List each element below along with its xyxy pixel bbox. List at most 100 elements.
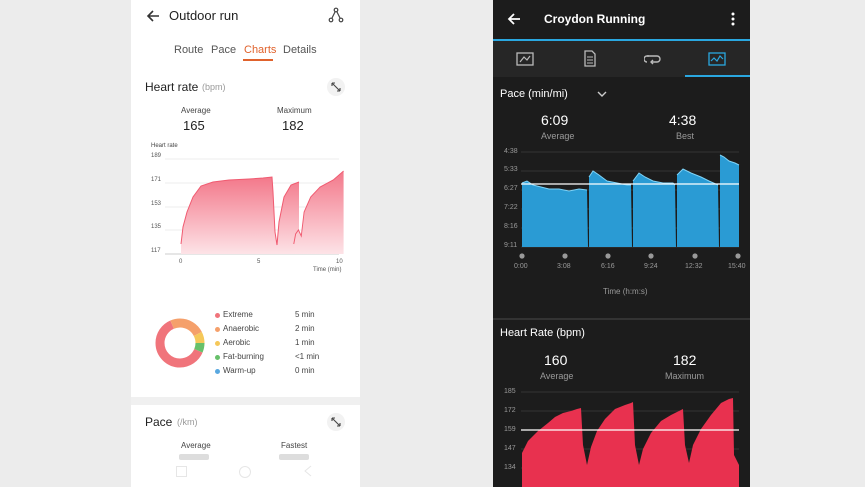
y-tick-label: 6:27 (504, 185, 518, 192)
back-arrow-icon[interactable] (145, 8, 161, 24)
pace-title: Pace (min/mi) (500, 88, 568, 100)
expand-icon (331, 82, 341, 92)
expand-button[interactable] (327, 78, 345, 96)
tab-route[interactable]: Route (174, 44, 204, 56)
y-tick-label: 7:22 (504, 204, 518, 211)
pace-average-value: 6:09 (541, 112, 569, 128)
x-tick-label: 0 (179, 259, 183, 265)
x-tick-label: 9:24 (644, 263, 658, 270)
hr-average-value: 160 (544, 352, 568, 368)
x-axis-unit: Time (min) (313, 267, 342, 273)
hr-average-value: 165 (183, 118, 205, 133)
zone-donut-chart (155, 318, 205, 368)
garmin-connect-screen: Croydon Running Pace (min/mi) 6:09 Avera… (493, 0, 750, 487)
heart-rate-area (165, 158, 344, 255)
heart-rate-chart: 185 172 159 147 134 (493, 385, 750, 487)
x-tick-label: 0:00 (514, 263, 528, 270)
pace-expand-button[interactable] (327, 413, 345, 431)
legend-swatch (215, 369, 220, 374)
app-bar-divider (493, 39, 750, 41)
tab-charts[interactable]: Charts (244, 44, 277, 56)
tab-map-icon[interactable] (516, 52, 534, 66)
y-tick-label: 5:33 (504, 166, 518, 173)
pace-best-label: Best (676, 131, 695, 141)
zone-value: 5 min (295, 310, 315, 319)
zone-value: 2 min (295, 324, 315, 333)
legend-swatch (215, 341, 220, 346)
more-options-icon[interactable] (730, 11, 736, 27)
donut-segment-extreme (155, 318, 205, 368)
tab-laps-icon[interactable] (644, 52, 662, 66)
zone-value: 1 min (295, 338, 315, 347)
zone-name: Fat-burning (223, 352, 264, 361)
legend-swatch (215, 313, 220, 318)
tab-pace[interactable]: Pace (211, 44, 237, 56)
nav-home-icon[interactable] (239, 466, 251, 478)
chevron-down-icon[interactable] (597, 90, 607, 98)
pace-average-label: Average (541, 131, 575, 141)
nav-back-icon[interactable] (303, 465, 313, 477)
pace-fastest-value-obscured (279, 454, 309, 460)
legend-swatch (215, 355, 220, 360)
tab-bar (493, 41, 750, 77)
heart-rate-unit: (bpm) (202, 82, 226, 92)
app-bar (493, 0, 750, 39)
active-tab-indicator (243, 59, 273, 61)
zone-name: Extreme (223, 310, 253, 319)
zone-name: Aerobic (223, 338, 251, 347)
tab-stats-icon[interactable] (583, 50, 597, 67)
zone-value: 0 min (295, 366, 315, 375)
tab-details[interactable]: Details (283, 44, 317, 56)
hr-maximum-label: Maximum (665, 371, 705, 381)
hr-average-label: Average (540, 371, 574, 381)
pace-area (519, 151, 741, 259)
y-tick-label: 9:11 (504, 242, 518, 249)
zone-name: Anaerobic (223, 324, 260, 333)
x-tick-label: 12:32 (685, 263, 703, 270)
heart-rate-title: Heart Rate (bpm) (500, 327, 585, 339)
active-tab-indicator (685, 75, 750, 77)
pace-fastest-label: Fastest (281, 441, 308, 450)
y-tick-label: 134 (504, 464, 516, 471)
pace-chart: 4:38 5:33 6:27 7:22 8:16 9:11 0:00 3:08 … (493, 145, 750, 296)
y-tick-label: 153 (151, 201, 162, 207)
section-divider (131, 397, 360, 405)
hr-maximum-value: 182 (673, 352, 697, 368)
y-tick-label: 171 (151, 177, 162, 183)
legend-swatch (215, 327, 220, 332)
pace-average-value-obscured (179, 454, 209, 460)
pace-best-value: 4:38 (669, 112, 697, 128)
huawei-health-screen: Outdoor run Route Pace Charts Details He… (131, 0, 360, 487)
x-tick-label: 6:16 (601, 263, 615, 270)
nav-recents-icon[interactable] (176, 466, 187, 477)
y-tick-label: 159 (504, 426, 516, 433)
y-tick-label: 117 (151, 248, 161, 254)
hr-chart-title: Heart rate (151, 143, 178, 149)
tab-charts-icon[interactable] (708, 52, 726, 66)
y-tick-label: 135 (151, 224, 162, 230)
y-tick-label: 4:38 (504, 148, 518, 155)
pace-average-label: Average (181, 441, 211, 450)
share-icon[interactable] (328, 7, 344, 23)
zone-name: Warm-up (223, 366, 256, 375)
heart-rate-title: Heart rate (145, 80, 199, 94)
x-tick-label: 10 (336, 259, 343, 265)
zone-value: <1 min (295, 352, 320, 361)
pace-unit: (/km) (177, 417, 198, 427)
hr-maximum-value: 182 (282, 118, 304, 133)
heart-rate-area (521, 391, 739, 487)
expand-icon (331, 417, 341, 427)
x-tick-label: 3:08 (557, 263, 571, 270)
heart-rate-chart: 189 171 153 135 117 0 5 10 Time (min) (149, 152, 349, 277)
back-arrow-icon[interactable] (506, 11, 522, 27)
donut-segment-anaerobic (155, 318, 205, 368)
y-tick-label: 147 (504, 445, 516, 452)
y-tick-label: 8:16 (504, 223, 518, 230)
donut-segment-fat-burning (155, 318, 205, 368)
y-tick-label: 185 (504, 388, 516, 395)
x-tick-label: 15:40 (728, 263, 746, 270)
section-divider (493, 318, 750, 320)
page-title: Croydon Running (544, 12, 646, 26)
x-tick-label: 5 (257, 259, 261, 265)
hr-maximum-label: Maximum (277, 106, 312, 115)
